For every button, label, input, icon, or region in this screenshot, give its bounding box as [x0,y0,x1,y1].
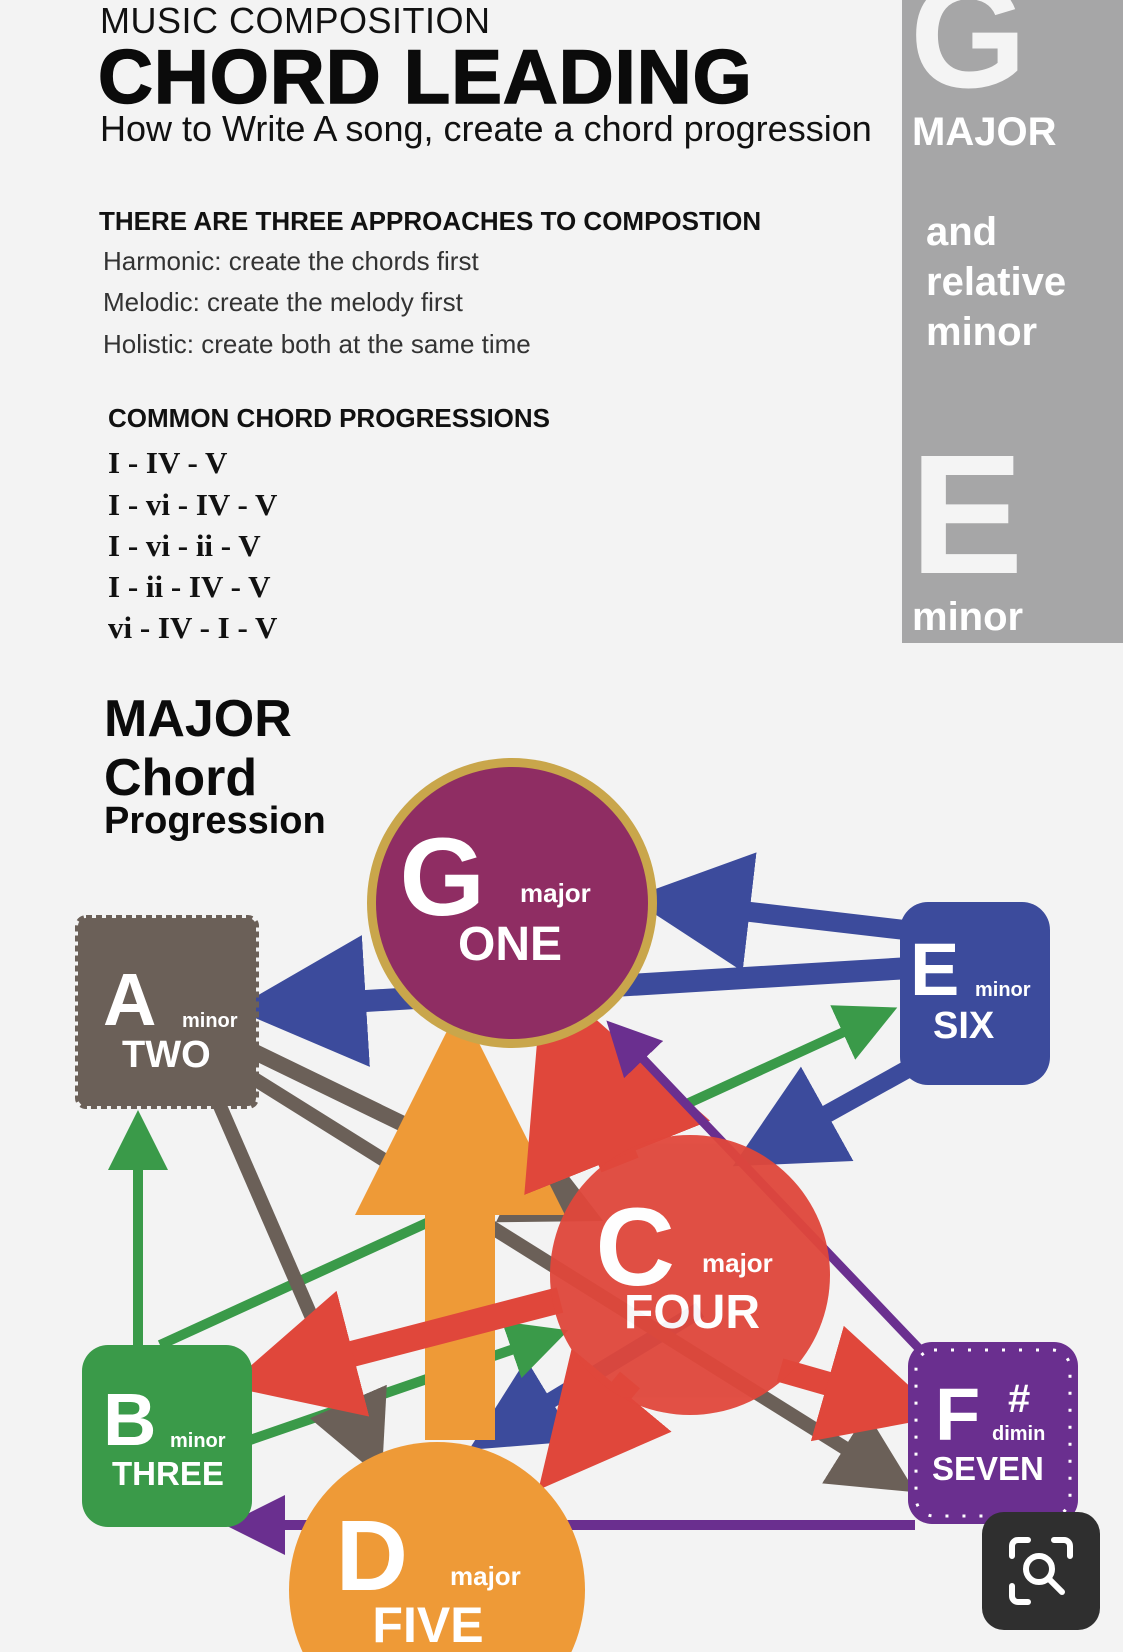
node-three-shape [82,1345,252,1527]
node-three: B minor THREE [82,1345,252,1527]
image-search-icon [1009,1537,1073,1605]
progression-item: vi - IV - I - V [108,610,278,645]
node-six-degree: SIX [933,1005,995,1047]
node-one-quality: major [520,878,591,908]
kicker: MUSIC COMPOSITION [100,0,491,41]
progressions-heading: COMMON CHORD PROGRESSIONS [108,403,551,433]
panel-and-label: and [926,210,998,254]
panel-minor-label: minor [926,310,1038,354]
node-four-circle [550,1135,830,1415]
node-two-quality: minor [182,1010,238,1032]
node-one-degree: ONE [458,918,562,971]
node-seven-degree: SEVEN [932,1450,1044,1487]
arrow-six-to-one [630,852,907,972]
node-two-degree: TWO [122,1034,211,1076]
node-seven-letter: F [935,1373,980,1456]
big-key-letter-major: G [910,0,1027,119]
node-four: C major FOUR [550,1135,830,1415]
node-two-shape [75,915,259,1109]
node-three-quality: minor [170,1430,226,1452]
node-five-circle [289,1442,585,1652]
node-four-degree: FOUR [624,1286,760,1339]
node-three-degree: THREE [112,1455,224,1492]
node-one-letter: G [399,816,485,939]
diagram-heading-chord: Chord [104,749,258,807]
node-five-letter: D [336,1500,408,1612]
node-three-letter: B [103,1378,156,1461]
node-five-quality: major [450,1561,521,1591]
node-four-letter: C [596,1186,675,1309]
diagram-heading-progression: Progression [104,800,326,842]
panel-minor-bottom-label: minor [912,595,1024,639]
panel-relative-label: relative [926,260,1067,304]
node-one: G major ONE [367,758,657,1048]
approach-item: Melodic: create the melody first [103,287,463,317]
node-seven-shape [908,1342,1078,1524]
node-four-quality: major [702,1248,773,1278]
node-five-degree: FIVE [372,1597,483,1652]
key-side-panel [902,0,1123,643]
arrow-four-to-one [524,972,710,1195]
node-two: A minor TWO [75,915,259,1109]
approaches-heading: THERE ARE THREE APPROACHES TO COMPOSTION [99,206,762,236]
node-six-shape [900,902,1050,1085]
progression-item: I - ii - IV - V [108,569,271,604]
approach-item: Harmonic: create the chords first [103,246,479,276]
node-seven: F # dimin SEVEN [908,1342,1078,1524]
arrow-two-to-four [226,1032,604,1223]
progression-item: I - vi - IV - V [108,487,278,522]
node-six-letter: E [910,928,959,1011]
page-title: CHORD LEADING [97,34,753,121]
panel-major-label: MAJOR [912,110,1057,154]
subtitle: How to Write A song, create a chord prog… [100,108,872,149]
node-seven-accidental: # [1008,1377,1030,1421]
node-one-circle [376,767,648,1039]
diagram-heading-major: MAJOR [104,690,292,748]
progression-item: I - IV - V [108,445,228,480]
node-six-quality: minor [975,979,1031,1001]
image-search-button[interactable] [982,1512,1100,1630]
node-five: D major FIVE [289,1442,585,1652]
arrow-four-to-seven [776,1325,943,1442]
approach-item: Holistic: create both at the same time [103,329,531,359]
node-six: E minor SIX [900,902,1050,1085]
progression-item: I - vi - ii - V [108,528,261,563]
node-two-letter: A [103,958,156,1041]
arrow-four-to-three [227,1287,564,1417]
node-seven-quality: dimin [992,1423,1045,1445]
big-key-letter-minor: E [910,420,1024,610]
